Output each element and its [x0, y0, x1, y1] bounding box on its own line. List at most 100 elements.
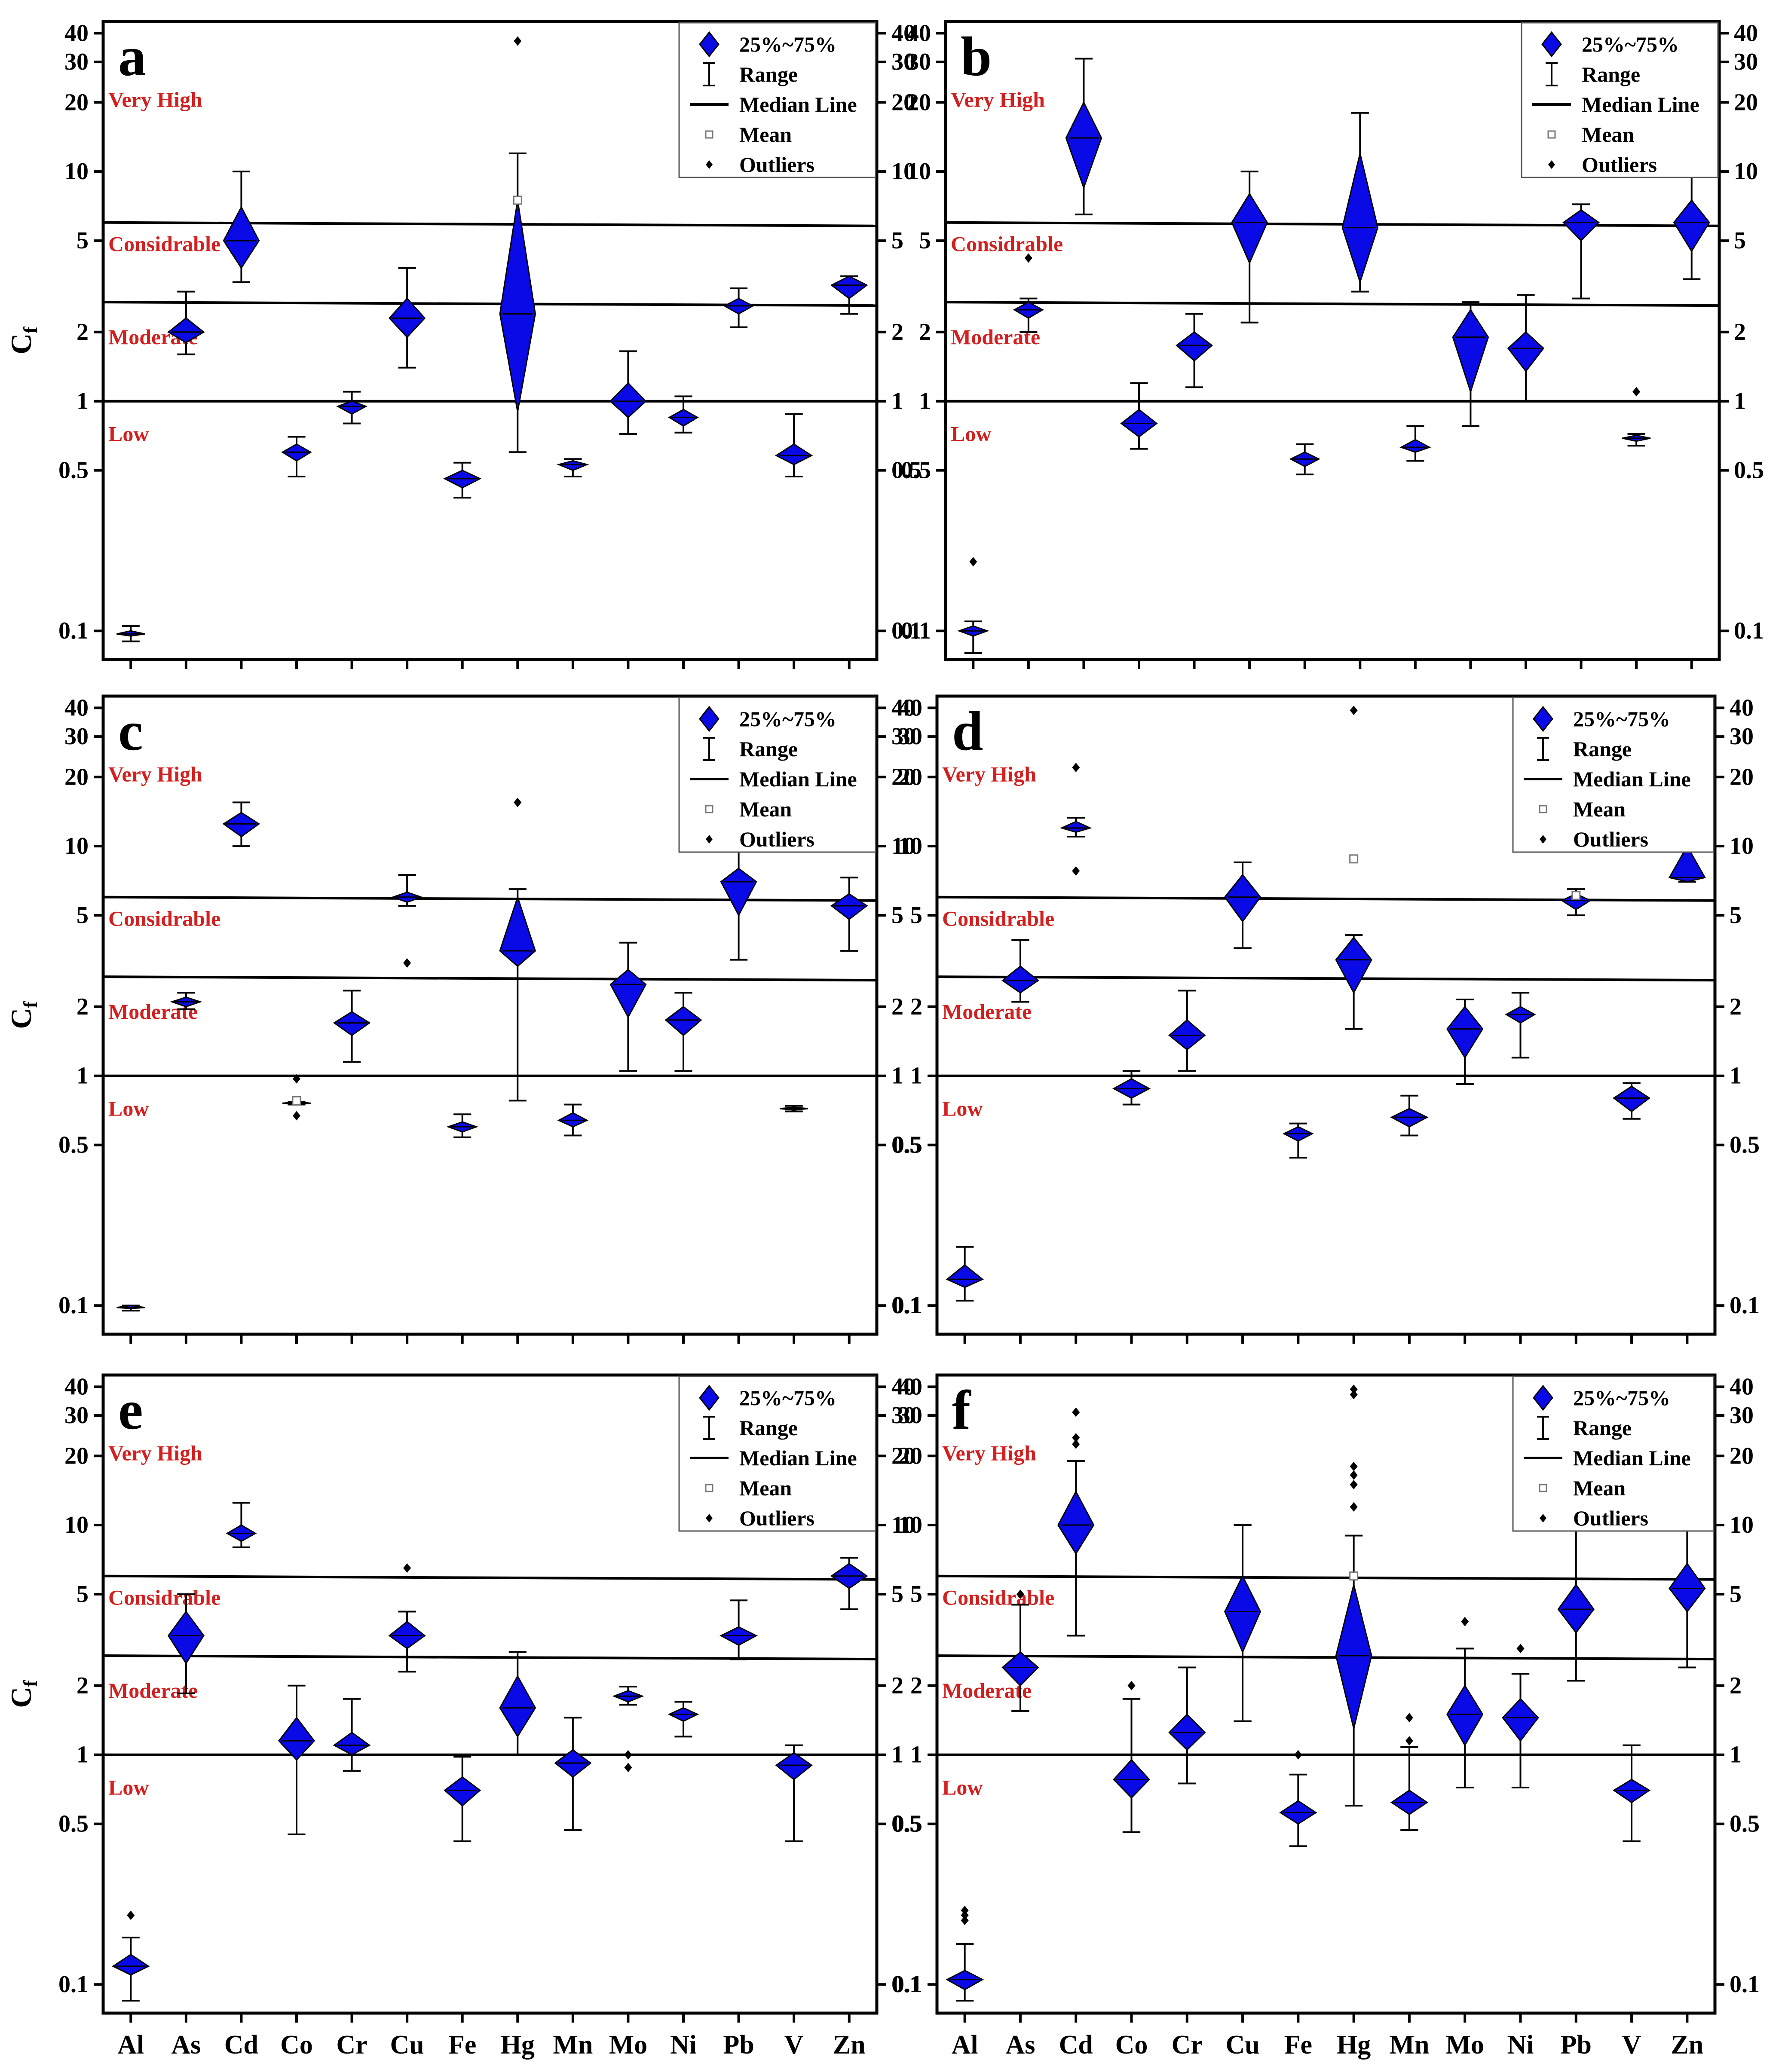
iqr-diamond [278, 1716, 315, 1761]
iqr-diamond [609, 969, 647, 1019]
iqr-diamond [1612, 1779, 1651, 1803]
mean-marker [1571, 891, 1581, 900]
level-label: Low [108, 1096, 149, 1120]
legend-outlier-icon [706, 1514, 713, 1522]
y-tick-label-left: 0.5 [892, 1132, 922, 1158]
outlier-point [1072, 763, 1080, 773]
threshold-line [103, 221, 877, 227]
iqr-diamond [1001, 1651, 1039, 1687]
iqr-diamond [1001, 965, 1039, 994]
x-tick-label: Cr [336, 2030, 367, 2060]
threshold-line [103, 895, 877, 902]
x-tick-label: As [171, 2030, 201, 2060]
box-Co [1113, 1681, 1150, 1833]
y-tick-label-right: 5 [1734, 227, 1746, 254]
y-tick-label-left: 30 [898, 723, 922, 750]
iqr-diamond [1057, 1490, 1095, 1555]
outlier-point [1350, 1480, 1358, 1490]
y-tick-label-right: 30 [1730, 1402, 1754, 1429]
y-tick-label-right: 40 [891, 694, 915, 721]
legend-label: Median Line [739, 92, 857, 116]
y-tick-label-left: 1 [910, 1742, 922, 1768]
y-tick-label-left: 10 [898, 833, 922, 859]
threshold-line [937, 1654, 1715, 1661]
y-tick-label-right: 0.1 [1730, 1971, 1760, 1998]
iqr-diamond [557, 460, 589, 471]
legend-label: Mean [1582, 122, 1634, 147]
legend-mean-icon [1539, 805, 1547, 813]
y-tick-label-right: 1 [891, 1063, 903, 1089]
outlier-point [127, 1910, 135, 1920]
x-tick-label: V [784, 2030, 804, 2060]
outlier-point [1072, 1407, 1080, 1417]
iqr-diamond [946, 1264, 984, 1288]
y-tick-label-right: 40 [891, 1373, 915, 1400]
panel-letter: e [118, 1379, 143, 1441]
y-tick-label-left: 30 [907, 49, 931, 75]
box-Mn [1390, 1713, 1428, 1831]
level-label: Moderate [942, 999, 1032, 1024]
y-tick-label-right: 5 [1730, 902, 1742, 929]
legend-label: 25%~75% [1582, 32, 1679, 56]
y-tick-label-right: 20 [891, 89, 915, 116]
legend-label: Median Line [1582, 92, 1699, 116]
legend-label: 25%~75% [739, 32, 836, 56]
plot-frame [935, 694, 1717, 1336]
y-tick-label-left: 0.5 [58, 1132, 89, 1158]
iqr-diamond [1113, 1759, 1150, 1799]
box-Mo [1452, 301, 1489, 427]
legend-label: Median Line [1573, 1446, 1691, 1470]
panel-letter: a [118, 26, 146, 88]
box-Cu [1224, 1524, 1261, 1722]
outlier-point [1072, 1433, 1080, 1442]
y-tick-label-left: 0.5 [901, 457, 931, 484]
box-Ni [664, 992, 702, 1072]
y-tick-label-left: 10 [64, 1512, 89, 1538]
iqr-diamond [444, 1776, 481, 1807]
iqr-diamond [1669, 1562, 1706, 1613]
box-Cu [391, 874, 423, 968]
level-label: Considrable [108, 232, 220, 256]
legend-label: Mean [739, 797, 792, 821]
legend-label: Mean [1573, 1476, 1626, 1500]
y-tick-label-left: 1 [77, 388, 89, 415]
plot-frame [944, 20, 1721, 661]
iqr-diamond [333, 1732, 371, 1756]
iqr-diamond [775, 443, 813, 465]
y-tick-label-left: 0.1 [58, 617, 89, 644]
legend-label: 25%~75% [739, 1386, 836, 1410]
box-V [775, 1744, 813, 1843]
outlier-point [969, 557, 977, 567]
legend-label: Range [739, 62, 798, 86]
iqr-diamond [1452, 309, 1489, 394]
y-tick-label-left: 30 [64, 723, 89, 750]
box-Hg [1335, 706, 1372, 1030]
y-tick-label-left: 0.1 [901, 617, 931, 644]
y-axis-label: Cf [5, 1001, 41, 1029]
y-tick-label-right: 5 [1730, 1581, 1742, 1607]
iqr-diamond [167, 317, 205, 343]
y-tick-label-right: 10 [1730, 833, 1754, 859]
iqr-diamond [830, 275, 868, 299]
level-label: Low [942, 1775, 983, 1799]
level-label: Considrable [942, 906, 1054, 930]
y-tick-label-right: 30 [891, 1402, 915, 1429]
panel-a: 0.1 0.1 0.5 0.5 1 1 2 2 5 5 10 10 20 20 30 30 40 40 Very H… [5, 20, 922, 669]
y-tick-label-left: 20 [64, 764, 89, 790]
x-tick-label: Ni [670, 2030, 697, 2060]
box-Cu [388, 267, 426, 369]
outlier-point [1072, 1439, 1080, 1449]
box-Co [1112, 1070, 1151, 1106]
level-label: Very High [108, 762, 202, 786]
y-tick-label-left: 5 [77, 1581, 89, 1607]
outlier-point [514, 36, 522, 46]
iqr-diamond [720, 868, 757, 917]
box-Hg [1341, 112, 1378, 293]
level-label: Low [108, 1775, 149, 1799]
level-label: Very High [108, 1441, 202, 1465]
y-tick-label-right: 20 [891, 1442, 915, 1469]
y-tick-label-right: 0.5 [1730, 1811, 1760, 1837]
y-tick-label-left: 40 [64, 20, 89, 46]
x-tick-label: Hg [501, 2030, 535, 2060]
y-tick-label-right: 2 [1730, 1672, 1742, 1699]
